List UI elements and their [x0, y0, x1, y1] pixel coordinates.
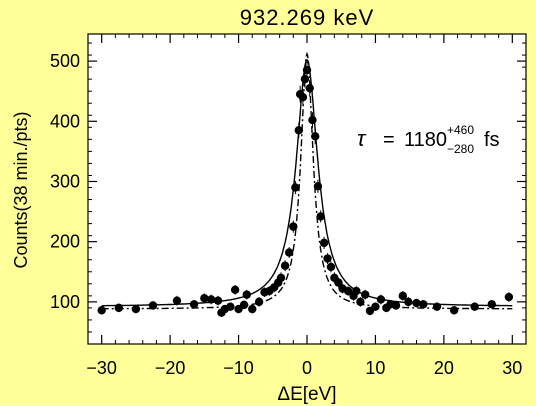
data-points — [97, 61, 514, 317]
data-point — [276, 273, 286, 282]
data-point — [148, 301, 158, 310]
data-point — [316, 212, 325, 221]
data-point — [419, 300, 428, 309]
data-point — [323, 254, 332, 263]
data-point — [302, 65, 312, 75]
data-point — [200, 294, 209, 303]
y-axis-label: Counts(38 min./pts) — [11, 111, 31, 268]
x-tick-label: −10 — [223, 358, 254, 378]
data-point — [356, 297, 365, 307]
x-tick-label: −20 — [155, 358, 186, 378]
data-point — [230, 285, 240, 295]
data-point — [242, 290, 251, 299]
data-point — [206, 295, 216, 304]
lifetime-lower-error: −280 — [447, 142, 474, 156]
data-point — [449, 306, 459, 315]
data-point — [294, 126, 303, 135]
data-point — [432, 302, 442, 311]
axes: −30 −20 −10 0 10 20 30 100 200 300 400 500 — [50, 34, 526, 378]
data-point — [371, 302, 380, 311]
fit-curve-dash-dot — [101, 51, 513, 310]
data-point — [470, 302, 479, 311]
data-point — [114, 303, 123, 313]
data-point — [334, 278, 343, 287]
x-tick-label: 30 — [502, 358, 522, 378]
y-tick-label: 100 — [50, 292, 80, 312]
data-point — [189, 300, 199, 309]
data-point — [291, 183, 300, 192]
data-point — [504, 292, 514, 302]
y-tick-label: 300 — [50, 171, 80, 191]
data-point — [343, 286, 353, 296]
fit-curves — [101, 51, 513, 310]
data-point — [226, 302, 235, 311]
data-point — [376, 295, 386, 304]
fit-curve-solid — [101, 58, 513, 307]
tau-symbol: τ — [357, 126, 367, 151]
data-point — [254, 297, 264, 307]
data-point — [172, 296, 182, 305]
data-point — [131, 304, 141, 314]
data-point — [213, 296, 223, 305]
x-tick-label: 10 — [365, 358, 385, 378]
data-point — [391, 301, 401, 310]
annotation-equals: = — [383, 129, 395, 151]
data-point — [305, 83, 314, 93]
y-tick-label: 500 — [50, 51, 80, 71]
data-point — [352, 286, 361, 296]
y-tick-label: 400 — [50, 111, 80, 131]
y-tick-label: 200 — [50, 232, 80, 252]
data-point — [319, 238, 329, 248]
data-point — [311, 132, 320, 141]
x-tick-label: 0 — [302, 358, 312, 378]
data-point — [298, 93, 308, 102]
data-point — [97, 306, 106, 315]
chart-title: 932.269 keV — [240, 5, 375, 30]
data-point — [280, 261, 290, 270]
data-point — [360, 290, 370, 299]
x-tick-label: −30 — [86, 358, 117, 378]
lifetime-annotation: τ = 1180 +460 −280 fs — [357, 123, 500, 156]
data-point — [487, 300, 496, 309]
data-point — [412, 298, 421, 308]
data-point — [239, 300, 249, 310]
data-point — [308, 115, 317, 125]
data-point — [300, 74, 310, 84]
lifetime-value: 1180 — [404, 129, 447, 151]
data-point — [398, 291, 408, 301]
data-point — [289, 222, 298, 231]
data-point — [248, 304, 257, 314]
data-point — [404, 297, 413, 307]
data-point — [285, 248, 294, 257]
data-point — [326, 262, 336, 272]
x-tick-label: 20 — [434, 358, 454, 378]
data-point — [313, 182, 323, 191]
lifetime-unit: fs — [484, 129, 500, 151]
x-axis-label: ΔE[eV] — [277, 384, 336, 405]
lifetime-upper-error: +460 — [447, 123, 474, 137]
